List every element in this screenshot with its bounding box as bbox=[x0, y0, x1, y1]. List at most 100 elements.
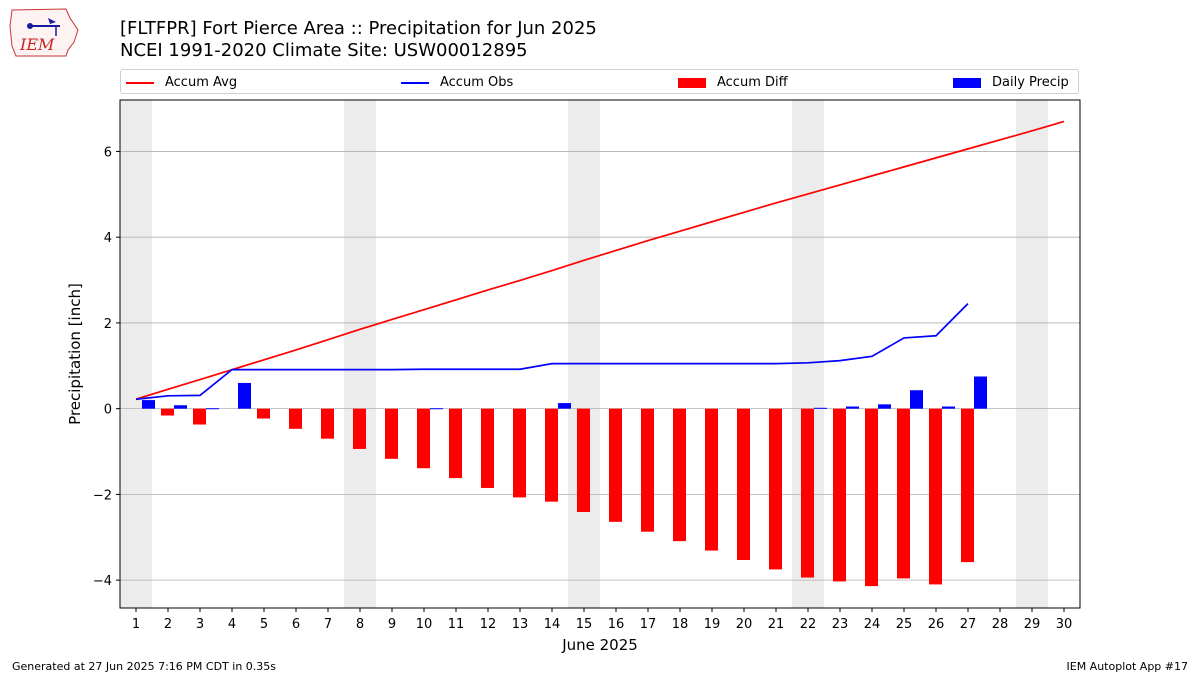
accum-obs-line bbox=[135, 303, 969, 401]
accum-diff-bar bbox=[193, 408, 206, 425]
x-tick-label: 5 bbox=[260, 617, 268, 632]
accum-diff-bar bbox=[161, 408, 174, 416]
x-tick-label: 11 bbox=[448, 617, 465, 632]
accum-diff-bar bbox=[449, 408, 462, 479]
accum-diff-bar bbox=[289, 408, 302, 429]
accum-diff-bar bbox=[801, 408, 814, 578]
daily-precip-bar bbox=[846, 406, 859, 409]
x-tick-label: 14 bbox=[544, 617, 561, 632]
x-tick-label: 18 bbox=[672, 617, 689, 632]
legend-label-accum-obs: Accum Obs bbox=[440, 75, 514, 90]
daily-precip-bar bbox=[558, 403, 571, 409]
accum-diff-bar bbox=[737, 408, 750, 560]
x-tick-label: 29 bbox=[1024, 617, 1041, 632]
legend-swatch-daily-precip bbox=[953, 77, 981, 88]
y-tick-label: 2 bbox=[104, 317, 112, 332]
x-tick-label: 2 bbox=[164, 617, 172, 632]
x-tick-label: 1 bbox=[132, 617, 140, 632]
x-tick-label: 8 bbox=[356, 617, 364, 632]
chart-subtitle: NCEI 1991-2020 Climate Site: USW00012895 bbox=[120, 40, 528, 61]
legend-item-accum-obs: Accum Obs bbox=[401, 70, 513, 95]
daily-precip-bar bbox=[430, 408, 443, 410]
x-tick-label: 17 bbox=[640, 617, 657, 632]
x-tick-label: 27 bbox=[960, 617, 977, 632]
y-tick-label: −2 bbox=[93, 488, 112, 503]
x-tick-label: 24 bbox=[864, 617, 881, 632]
daily-precip-bar bbox=[878, 404, 891, 409]
x-tick-label: 10 bbox=[416, 617, 433, 632]
x-tick-label: 13 bbox=[512, 617, 529, 632]
legend-label-daily-precip: Daily Precip bbox=[992, 75, 1069, 90]
accum-diff-bar bbox=[641, 408, 654, 532]
accum-diff-bar bbox=[705, 408, 718, 551]
x-tick-label: 15 bbox=[576, 617, 593, 632]
daily-precip-bar bbox=[174, 405, 187, 409]
accum-diff-bar bbox=[257, 408, 270, 419]
accum-diff-bar bbox=[545, 408, 558, 502]
daily-precip-bar bbox=[142, 400, 155, 409]
x-tick-label: 9 bbox=[388, 617, 396, 632]
x-tick-label: 28 bbox=[992, 617, 1009, 632]
y-axis-label: Precipitation [inch] bbox=[66, 283, 84, 425]
daily-precip-bar bbox=[910, 390, 923, 409]
accum-diff-bar bbox=[897, 408, 910, 579]
weekend-band bbox=[344, 100, 376, 608]
accum-diff-bar bbox=[769, 408, 782, 570]
accum-diff-bar bbox=[833, 408, 846, 582]
x-tick-label: 22 bbox=[800, 617, 817, 632]
accum-diff-bar bbox=[609, 408, 622, 522]
x-axis-label: June 2025 bbox=[561, 636, 638, 654]
x-tick-label: 19 bbox=[704, 617, 721, 632]
x-tick-label: 20 bbox=[736, 617, 753, 632]
legend-item-daily-precip: Daily Precip bbox=[953, 70, 1069, 95]
x-tick-label: 7 bbox=[324, 617, 332, 632]
x-tick-label: 12 bbox=[480, 617, 497, 632]
plot-frame bbox=[119, 99, 1081, 609]
weekend-band bbox=[120, 100, 152, 608]
x-tick-label: 16 bbox=[608, 617, 625, 632]
accum-diff-bar bbox=[353, 408, 366, 449]
accum-diff-bar bbox=[481, 408, 494, 488]
footer-generated: Generated at 27 Jun 2025 7:16 PM CDT in … bbox=[12, 660, 277, 673]
x-tick-label: 3 bbox=[196, 617, 204, 632]
daily-precip-bar bbox=[942, 406, 955, 409]
daily-precip-bar bbox=[206, 408, 219, 410]
x-tick-label: 23 bbox=[832, 617, 849, 632]
accum-diff-bar bbox=[417, 408, 430, 469]
weekend-band bbox=[1016, 100, 1048, 608]
x-tick-label: 4 bbox=[228, 617, 236, 632]
chart-title: [FLTFPR] Fort Pierce Area :: Precipitati… bbox=[120, 18, 597, 39]
y-tick-label: 4 bbox=[104, 231, 112, 246]
x-tick-label: 30 bbox=[1056, 617, 1073, 632]
x-tick-label: 26 bbox=[928, 617, 945, 632]
accum-diff-bar bbox=[513, 408, 526, 498]
daily-precip-bar bbox=[814, 407, 827, 409]
legend-label-accum-diff: Accum Diff bbox=[717, 75, 788, 90]
legend: Accum Avg Accum Obs Accum Diff Daily Pre… bbox=[120, 69, 1079, 94]
legend-item-accum-avg: Accum Avg bbox=[126, 70, 237, 95]
legend-swatch-accum-diff bbox=[678, 77, 706, 88]
accum-diff-bar bbox=[929, 408, 942, 585]
accum-diff-bar bbox=[577, 408, 590, 512]
accum-diff-bar bbox=[865, 408, 878, 587]
iem-logo: IEM bbox=[8, 6, 80, 58]
accum-avg-line bbox=[135, 120, 1065, 401]
legend-label-accum-avg: Accum Avg bbox=[165, 75, 238, 90]
daily-precip-bar bbox=[974, 376, 987, 409]
x-tick-label: 25 bbox=[896, 617, 913, 632]
accum-diff-bar bbox=[321, 408, 334, 439]
legend-swatch-accum-obs bbox=[401, 81, 429, 84]
accum-diff-bar bbox=[385, 408, 398, 459]
x-tick-label: 21 bbox=[768, 617, 785, 632]
legend-swatch-accum-avg bbox=[126, 81, 154, 84]
weekend-band bbox=[568, 100, 600, 608]
accum-diff-bar bbox=[673, 408, 686, 542]
footer-app: IEM Autoplot App #17 bbox=[1066, 660, 1189, 673]
daily-precip-bar bbox=[238, 382, 251, 409]
y-tick-label: 6 bbox=[104, 145, 112, 160]
legend-item-accum-diff: Accum Diff bbox=[678, 70, 788, 95]
accum-diff-bar bbox=[961, 408, 974, 563]
x-tick-label: 6 bbox=[292, 617, 300, 632]
logo-text: IEM bbox=[19, 35, 55, 54]
